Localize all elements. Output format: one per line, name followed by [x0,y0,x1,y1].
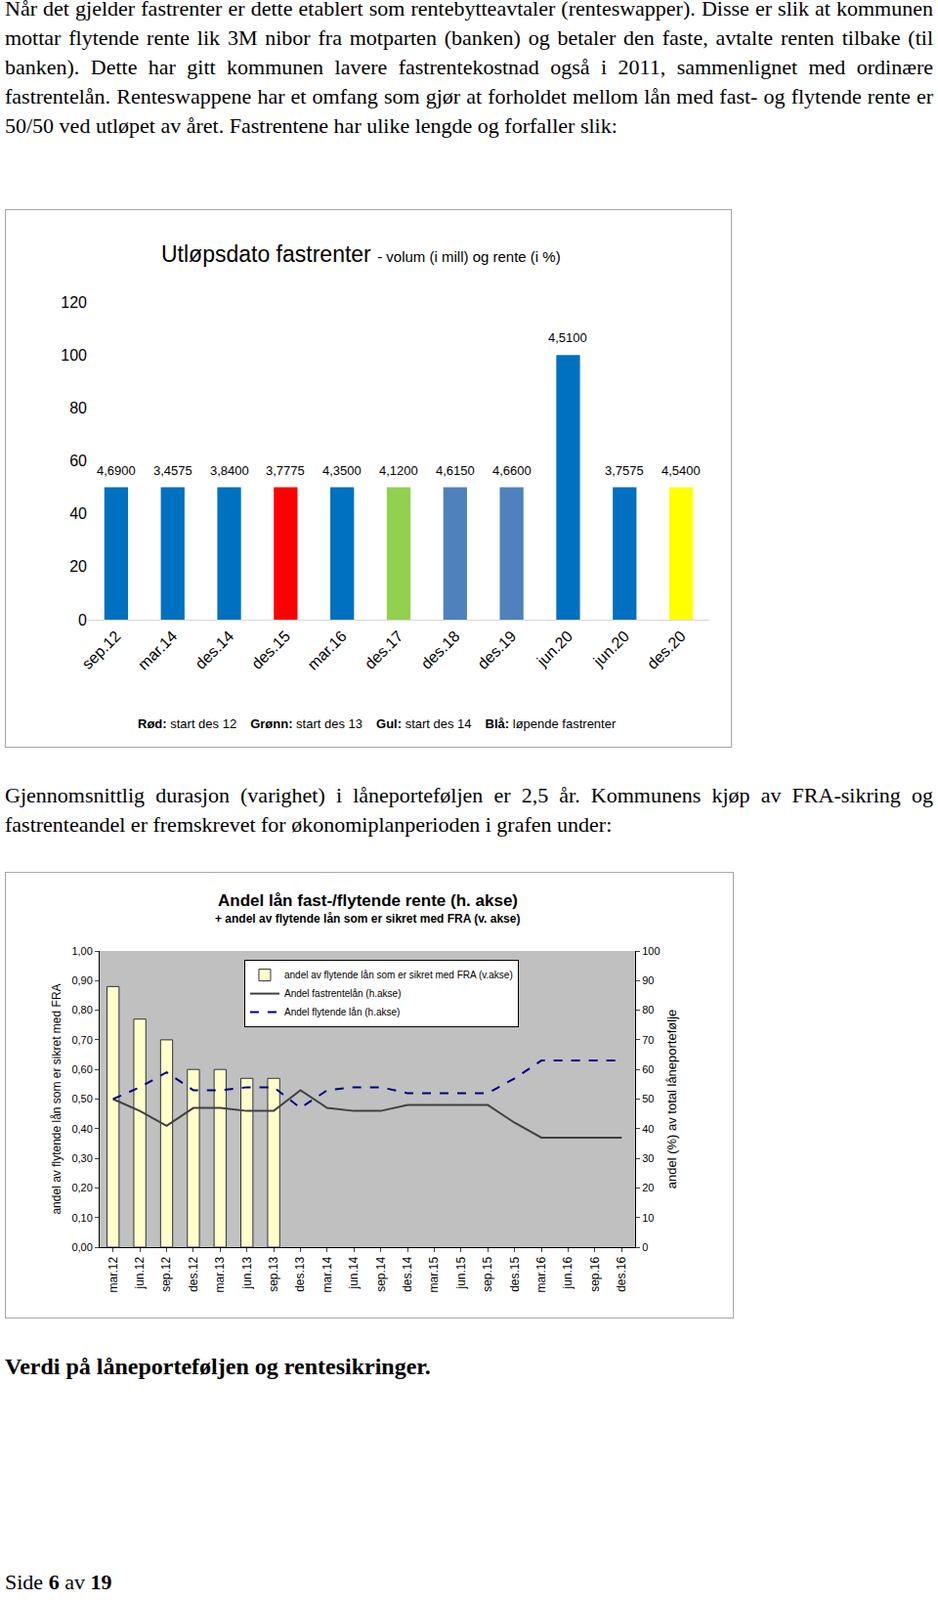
svg-text:des.15: des.15 [248,627,294,673]
svg-text:Andel flytende lån (h.akse): Andel flytende lån (h.akse) [284,1006,400,1018]
svg-text:80: 80 [641,1003,654,1016]
svg-text:3,4575: 3,4575 [153,463,193,478]
svg-text:80: 80 [69,399,87,417]
svg-text:0,60: 0,60 [71,1063,92,1075]
svg-text:0,80: 0,80 [71,1003,92,1016]
svg-text:jun.16: jun.16 [560,1255,575,1289]
svg-text:mar.13: mar.13 [213,1255,227,1292]
svg-text:4,1200: 4,1200 [379,463,419,478]
svg-text:andel av flytende lån som er s: andel av flytende lån som er sikret med … [49,982,64,1214]
svg-text:0,90: 0,90 [71,974,92,986]
svg-text:40: 40 [641,1122,654,1135]
svg-text:100: 100 [60,346,87,364]
svg-text:des.20: des.20 [643,627,689,673]
svg-text:4,6150: 4,6150 [435,463,475,478]
svg-text:10: 10 [641,1211,654,1224]
svg-text:0,30: 0,30 [71,1151,92,1164]
svg-text:jun.15: jun.15 [454,1255,469,1289]
svg-text:60: 60 [69,452,87,469]
svg-text:mar.15: mar.15 [426,1255,441,1292]
html-text:Verdi på låneporteføljen og re: Verdi på låneporteføljen og rentesikring… [4,1353,431,1379]
svg-text:20: 20 [641,1181,654,1194]
svg-text:60: 60 [641,1063,654,1075]
svg-text:4,3500: 4,3500 [322,463,362,478]
svg-text:sep.13: sep.13 [266,1255,281,1291]
html-text:Rød: start des 12: Rød: start des 12 [137,716,237,731]
html-text:Gjennomsnittlig durasjon (vari: Gjennomsnittlig durasjon (varighet) i lå… [4,782,934,837]
svg-text:4,5100: 4,5100 [548,330,588,345]
svg-text:sep.16: sep.16 [588,1255,602,1291]
svg-text:20: 20 [69,557,87,575]
svg-text:mar.14: mar.14 [134,627,181,674]
svg-text:Andel fastrentelån (h.akse): Andel fastrentelån (h.akse) [284,987,402,999]
svg-text:70: 70 [641,1033,654,1046]
svg-text:andel av flytende lån som er s: andel av flytende lån som er sikret med … [284,969,513,981]
svg-text:0,20: 0,20 [71,1181,92,1194]
svg-text:jun.20: jun.20 [533,627,577,671]
svg-text:des.14: des.14 [400,1255,415,1291]
svg-text:sep.12: sep.12 [79,627,125,673]
html-text:Grønn: start des 13: Grønn: start des 13 [250,716,363,731]
svg-text:andel (%) av total låneportefø: andel (%) av total låneportefølje [664,1009,680,1190]
svg-text:des.12: des.12 [186,1255,201,1291]
svg-text:des.14: des.14 [191,627,237,673]
svg-text:jun.13: jun.13 [240,1255,255,1289]
svg-text:mar.16: mar.16 [303,627,350,674]
svg-text:sep.15: sep.15 [480,1255,495,1291]
svg-text:mar.16: mar.16 [534,1255,549,1292]
svg-text:50: 50 [641,1092,654,1105]
svg-text:0,50: 0,50 [71,1092,92,1105]
svg-text:des.18: des.18 [418,627,464,673]
svg-text:0: 0 [641,1240,648,1253]
svg-text:des.15: des.15 [508,1255,522,1291]
svg-text:des.19: des.19 [473,627,519,673]
svg-text:0,10: 0,10 [71,1211,92,1224]
svg-text:jun.20: jun.20 [589,627,633,671]
html-text:Blå: løpende fastrenter: Blå: løpende fastrenter [485,716,616,731]
svg-text:1,00: 1,00 [71,944,92,957]
svg-text:0,00: 0,00 [71,1240,92,1253]
svg-text:jun.12: jun.12 [132,1255,147,1289]
svg-text:90: 90 [641,974,654,986]
svg-text:Andel lån fast-/flytende rente: Andel lån fast-/flytende rente (h. akse) [217,891,518,910]
svg-text:sep.12: sep.12 [159,1255,173,1291]
svg-text:des.17: des.17 [361,627,407,673]
html-text:Side 6 av 19: Side 6 av 19 [4,1569,112,1594]
svg-text:3,8400: 3,8400 [210,463,250,478]
svg-text:0: 0 [78,611,87,629]
svg-text:+ andel av flytende lån som er: + andel av flytende lån som er sikret me… [214,911,520,926]
svg-text:4,6900: 4,6900 [96,463,136,478]
svg-text:Utløpsdato fastrenter - volum: Utløpsdato fastrenter - volum (i mill) o… [161,241,561,267]
svg-text:jun.14: jun.14 [346,1255,361,1289]
svg-text:4,6600: 4,6600 [492,463,532,478]
svg-text:100: 100 [641,944,660,957]
svg-text:40: 40 [69,505,87,522]
svg-text:4,5400: 4,5400 [661,463,701,478]
svg-text:120: 120 [60,294,87,311]
svg-text:3,7575: 3,7575 [604,463,644,478]
svg-text:0,40: 0,40 [71,1122,92,1135]
svg-text:mar.14: mar.14 [320,1255,335,1292]
svg-text:0,70: 0,70 [71,1033,92,1046]
svg-text:30: 30 [641,1151,654,1164]
svg-text:des.16: des.16 [614,1255,629,1291]
svg-text:mar.12: mar.12 [106,1255,121,1292]
svg-text:3,7775: 3,7775 [265,463,305,478]
svg-text:sep.14: sep.14 [374,1255,388,1291]
svg-text:des.13: des.13 [293,1255,307,1291]
html-text:Gul: start des 14: Gul: start des 14 [376,716,472,731]
